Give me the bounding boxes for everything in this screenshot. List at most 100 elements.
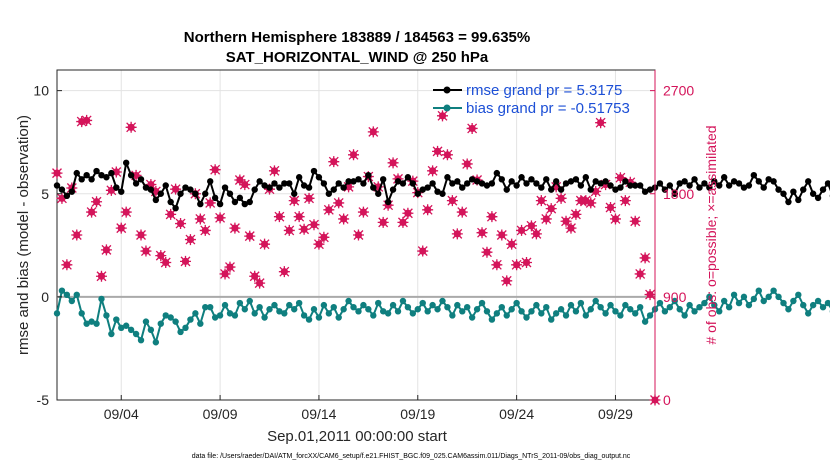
obs-assimilated-cross [609,213,621,225]
obs-count-marker [521,257,533,268]
legend-rmse-label: rmse grand pr = 5.3175 [466,82,622,99]
rmse-point [389,186,397,193]
obs-count-marker [199,224,211,236]
rmse-point [355,176,362,183]
bias-point [711,301,718,309]
obs-assimilated-cross [555,192,567,204]
bias-point [93,320,100,327]
rmse-point [384,198,392,206]
obs-assimilated-cross [91,196,103,208]
legend-bias-marker [443,104,451,112]
obs-assimilated-cross [382,199,394,211]
rmse-point [231,198,239,206]
obs-count-marker [81,114,93,126]
bias-point [459,308,466,315]
rmse-point [246,198,253,206]
rmse-point [157,190,164,197]
bias-point [221,301,229,309]
bias-point [706,293,713,301]
rmse-series [53,159,830,212]
rmse-point [276,184,283,191]
rmse-point [320,180,328,187]
rmse-point [800,186,807,193]
bias-point [197,320,204,327]
obs-count-marker [303,192,315,204]
obs-assimilated-cross [639,252,651,264]
obs-assimilated-cross [130,169,142,181]
obs-assimilated-cross [219,268,231,280]
obs-count-marker [249,270,261,282]
bias-point [641,318,649,325]
chart-title: Northern Hemisphere 183889 / 184563 = 99… [184,29,530,46]
bias-point [379,308,387,315]
obs-count-marker [254,277,266,289]
obs-assimilated-cross [214,212,226,224]
bias-point [58,287,66,294]
rmse-point [602,178,609,185]
y-tick-label: 10 [33,83,49,99]
obs-assimilated-cross [372,181,384,193]
rmse-point [236,194,244,202]
bias-point [350,303,357,311]
bias-point [202,303,209,311]
obs-count-marker [570,208,582,220]
bias-point [330,303,337,311]
rmse-point [696,184,703,191]
bias-point [241,306,249,313]
obs-assimilated-cross [511,259,523,271]
rmse-point [216,200,224,208]
bias-point [53,310,61,317]
obs-assimilated-cross [229,222,241,234]
rmse-point [641,188,649,195]
bias-point [325,310,333,317]
rmse-point [632,182,639,189]
obs-assimilated-cross [446,195,458,207]
obs-assimilated-cross [288,195,300,207]
bias-point [192,310,199,317]
bias-point [463,303,471,311]
y-axis-label: rmse and bias (model - observation) [15,115,32,355]
obs-count-marker [367,126,379,138]
rmse-point [281,180,288,187]
obs-assimilated-cross [61,259,73,271]
obs-count-marker [530,228,542,240]
rmse-point [518,174,525,181]
obs-assimilated-cross [481,246,493,258]
rmse-point [93,167,100,175]
rmse-point [226,190,234,197]
bias-point [809,301,817,309]
obs-assimilated-cross [110,166,122,178]
obs-assimilated-cross [115,222,127,234]
obs-count-marker [595,117,607,129]
bias-point [765,293,772,301]
obs-count-marker [333,197,345,209]
rmse-point [305,184,313,191]
x-axis-label: Sep.01,2011 00:00:00 start [267,428,448,445]
rmse-point [508,178,515,185]
obs-assimilated-cross [120,206,132,218]
rmse-point [720,174,728,181]
rmse-point [498,176,505,183]
obs-count-marker [244,230,256,242]
rmse-point [577,182,585,189]
bias-point [320,301,328,309]
bias-point [276,308,283,315]
obs-assimilated-cross [56,192,68,204]
obs-assimilated-cross [441,149,453,161]
bias-point [335,314,342,321]
obs-count-marker [476,227,488,239]
obs-assimilated-cross [338,213,350,225]
rmse-point [266,184,273,191]
obs-assimilated-cross [234,174,246,186]
rmse-point [88,176,95,183]
rmse-point [424,184,431,191]
bias-point [152,339,160,346]
rmse-point [419,186,426,193]
obs-assimilated-cross [461,158,473,170]
obs-count-marker [130,169,142,181]
rmse-point [152,196,160,204]
obs-count-marker [313,238,325,250]
rmse-point [449,180,456,187]
rmse-point [463,180,471,187]
bias-point [661,308,669,315]
